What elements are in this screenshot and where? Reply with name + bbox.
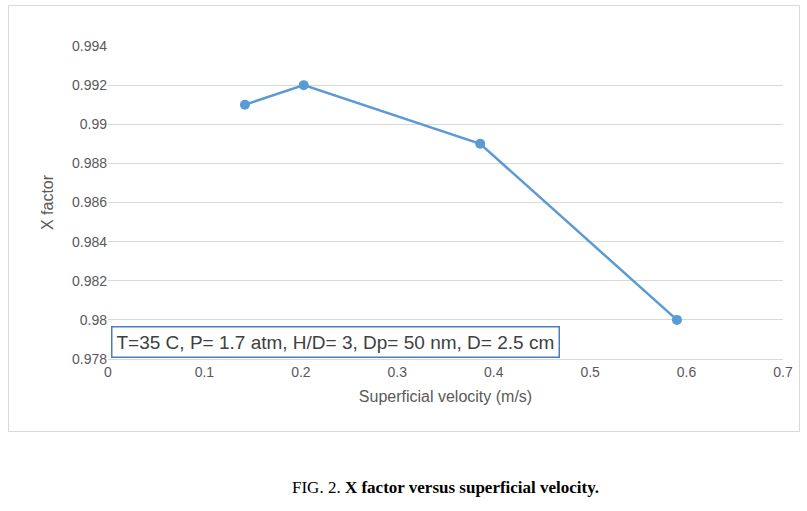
svg-text:0.984: 0.984 [72, 234, 107, 250]
svg-text:0.3: 0.3 [388, 364, 408, 380]
svg-text:0.2: 0.2 [291, 364, 311, 380]
svg-text:0.1: 0.1 [195, 364, 215, 380]
svg-text:X factor: X factor [39, 174, 56, 230]
svg-text:0.986: 0.986 [72, 194, 107, 210]
svg-text:0.988: 0.988 [72, 155, 107, 171]
svg-text:0.6: 0.6 [677, 364, 697, 380]
svg-text:0.978: 0.978 [72, 351, 107, 367]
svg-text:FIG. 2. X factor versus superf: FIG. 2. X factor versus superficial velo… [292, 478, 599, 497]
svg-text:T=35 C, P= 1.7 atm, H/D= 3, Dp: T=35 C, P= 1.7 atm, H/D= 3, Dp= 50 nm, D… [117, 332, 555, 353]
svg-text:0.99: 0.99 [80, 116, 107, 132]
svg-text:Superficial velocity (m/s): Superficial velocity (m/s) [359, 388, 532, 405]
svg-text:0.4: 0.4 [484, 364, 504, 380]
svg-text:0: 0 [104, 364, 112, 380]
svg-text:0.7: 0.7 [773, 364, 793, 380]
svg-text:0.5: 0.5 [580, 364, 600, 380]
svg-text:0.982: 0.982 [72, 273, 107, 289]
svg-text:0.98: 0.98 [80, 312, 107, 328]
svg-text:0.992: 0.992 [72, 77, 107, 93]
svg-text:0.994: 0.994 [72, 38, 107, 54]
